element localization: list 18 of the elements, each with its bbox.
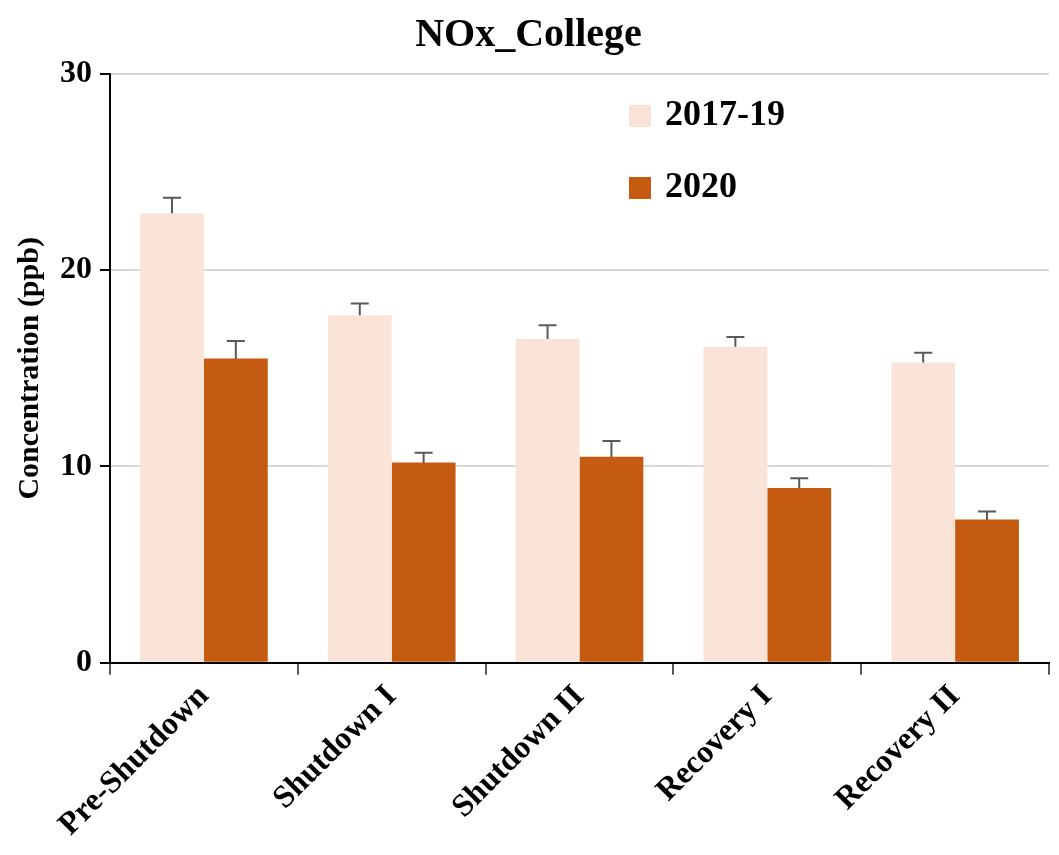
legend-label: 2017-19: [665, 93, 785, 134]
bar: [703, 346, 768, 662]
y-axis-title: Concentration (ppb): [10, 237, 45, 500]
chart-title: NOx_College: [415, 10, 642, 56]
bar: [140, 213, 204, 662]
bar: [327, 315, 392, 662]
bar: [391, 462, 456, 662]
y-tick-label: 0: [76, 641, 92, 678]
bar: [955, 519, 1019, 662]
y-tick-label: 30: [60, 53, 92, 90]
bar: [579, 456, 644, 662]
bar: [203, 358, 268, 662]
legend-label: 2020: [665, 165, 737, 206]
bar: [515, 338, 580, 662]
bar: [767, 488, 832, 662]
bar: [891, 362, 956, 662]
y-tick-label: 20: [60, 249, 92, 286]
y-tick-label: 10: [60, 445, 92, 482]
